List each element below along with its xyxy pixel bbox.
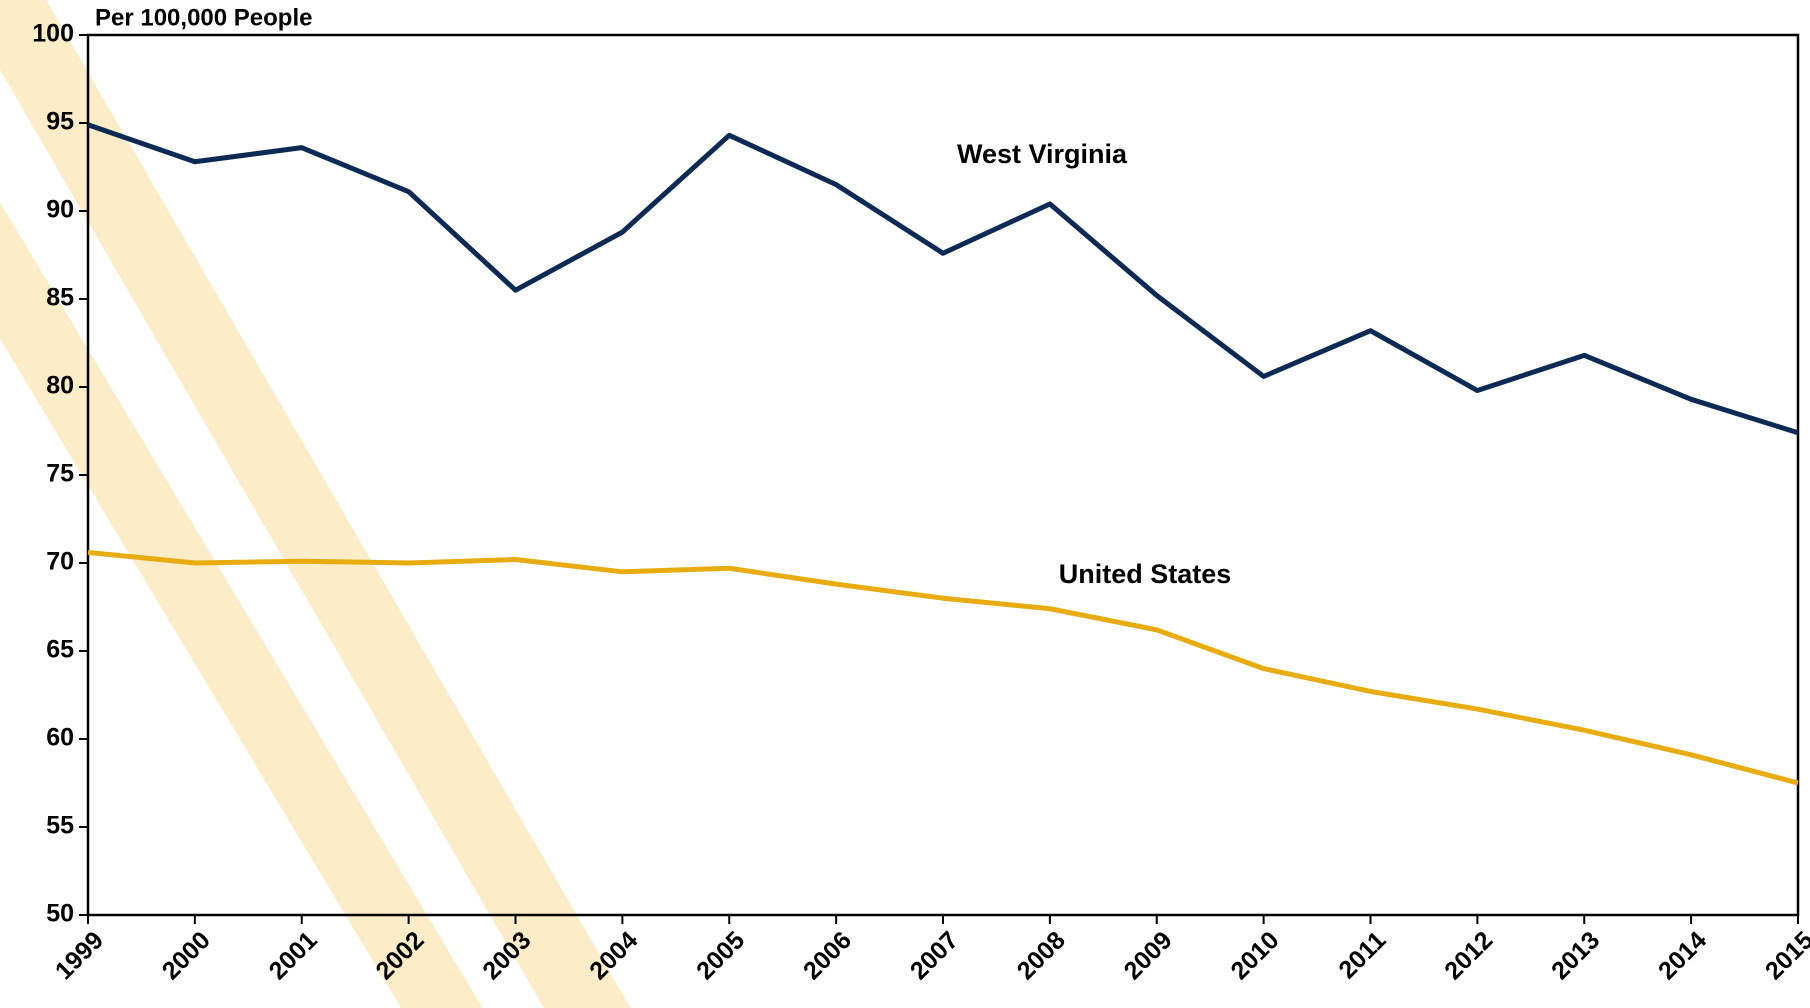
y-tick-label: 65 [46, 636, 74, 664]
axis-title: Per 100,000 People [95, 4, 312, 31]
y-tick-label: 80 [46, 372, 74, 400]
y-tick-label: 50 [46, 900, 74, 928]
x-tick-label: 2006 [798, 926, 857, 985]
x-tick-label: 2009 [1119, 926, 1178, 985]
x-tick-label: 2012 [1439, 926, 1498, 985]
x-tick-label: 2011 [1333, 926, 1391, 984]
y-tick-label: 85 [46, 284, 74, 312]
y-tick-label: 70 [46, 548, 74, 576]
y-tick-label: 100 [32, 20, 74, 48]
y-tick-label: 55 [46, 812, 74, 840]
background-stripes [0, 0, 631, 1008]
x-tick-label: 2008 [1012, 926, 1071, 985]
series-line [87, 549, 1799, 786]
x-tick-label: 1999 [50, 926, 109, 985]
y-tick-label: 75 [46, 460, 74, 488]
x-tick-label: 2005 [691, 926, 750, 985]
x-tick-label: 2015 [1760, 926, 1810, 985]
y-tick-label: 60 [46, 724, 74, 752]
stripe [0, 0, 631, 1008]
x-tick-label: 2007 [905, 926, 964, 985]
x-tick-label: 2001 [264, 926, 323, 985]
x-tick-label: 2000 [157, 926, 216, 985]
x-tick-label: 2010 [1225, 926, 1284, 985]
stripe [0, 202, 483, 1008]
series-label: United States [1059, 559, 1232, 589]
y-tick-label: 90 [46, 196, 74, 224]
x-tick-label: 2013 [1546, 926, 1605, 985]
y-tick-label: 95 [46, 108, 74, 136]
series-label: West Virginia [957, 139, 1128, 169]
x-tick-label: 2014 [1653, 926, 1712, 985]
series-line [87, 122, 1799, 436]
